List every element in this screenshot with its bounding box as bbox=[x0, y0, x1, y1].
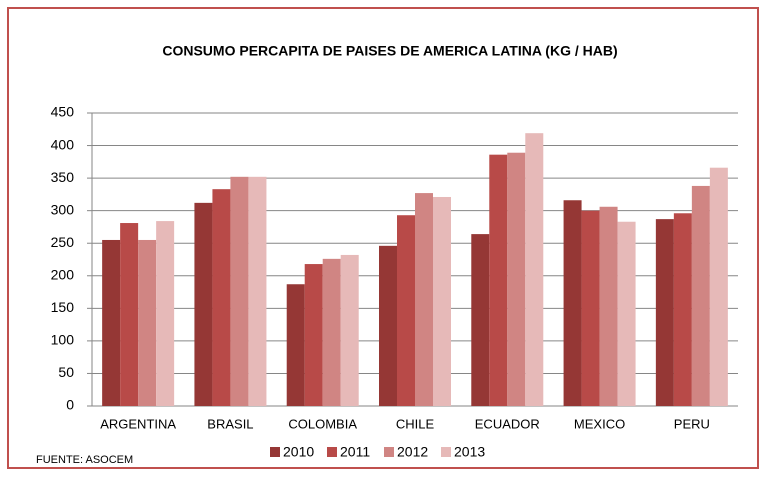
bar bbox=[286, 284, 305, 406]
bar bbox=[433, 196, 451, 406]
y-tick-label: 50 bbox=[58, 364, 74, 380]
bar bbox=[673, 213, 692, 406]
legend-label: 2012 bbox=[397, 444, 428, 460]
legend-label: 2010 bbox=[283, 444, 314, 460]
y-tick-label: 200 bbox=[51, 266, 75, 282]
y-tick-label: 300 bbox=[51, 201, 75, 217]
bar bbox=[212, 189, 231, 406]
y-tick-label: 150 bbox=[51, 299, 75, 315]
bar bbox=[709, 167, 728, 406]
x-tick-label: ARGENTINA bbox=[100, 416, 176, 431]
bar bbox=[415, 193, 433, 406]
source-note: FUENTE: ASOCEM bbox=[36, 454, 133, 466]
y-tick-label: 250 bbox=[51, 234, 75, 250]
y-tick-label: 400 bbox=[51, 136, 75, 152]
bar bbox=[248, 176, 267, 406]
bar bbox=[581, 210, 600, 406]
legend-label: 2011 bbox=[340, 444, 370, 460]
bar bbox=[471, 234, 490, 406]
bar bbox=[563, 200, 582, 406]
legend-swatch bbox=[327, 447, 337, 457]
bar bbox=[194, 202, 213, 406]
bar bbox=[340, 254, 359, 406]
bar bbox=[156, 221, 175, 406]
legend-swatch bbox=[384, 447, 394, 457]
bar bbox=[489, 154, 508, 406]
bar bbox=[691, 185, 710, 406]
bar bbox=[507, 152, 526, 406]
x-tick-label: ECUADOR bbox=[475, 416, 540, 431]
legend-swatch bbox=[270, 447, 280, 457]
bar bbox=[138, 239, 157, 406]
bar bbox=[120, 223, 139, 406]
x-tick-label: PERU bbox=[674, 416, 710, 431]
x-tick-label: MEXICO bbox=[574, 416, 625, 431]
chart-title: CONSUMO PERCAPITA DE PAISES DE AMERICA L… bbox=[162, 43, 617, 59]
bar bbox=[230, 176, 249, 406]
legend-swatch bbox=[441, 447, 451, 457]
bar bbox=[397, 215, 415, 406]
y-tick-label: 350 bbox=[51, 169, 75, 185]
bar bbox=[525, 133, 544, 406]
x-tick-label: BRASIL bbox=[207, 416, 253, 431]
bar bbox=[322, 258, 341, 406]
bar bbox=[655, 219, 674, 406]
bar bbox=[304, 264, 323, 406]
bar bbox=[102, 239, 121, 406]
y-tick-label: 0 bbox=[66, 397, 74, 413]
bar bbox=[617, 221, 636, 406]
x-tick-label: COLOMBIA bbox=[288, 416, 357, 431]
legend-label: 2013 bbox=[454, 444, 485, 460]
bar bbox=[379, 245, 397, 406]
bar bbox=[599, 206, 618, 406]
y-tick-label: 100 bbox=[51, 332, 75, 348]
x-tick-label: CHILE bbox=[396, 416, 435, 431]
y-tick-label: 450 bbox=[51, 104, 75, 120]
